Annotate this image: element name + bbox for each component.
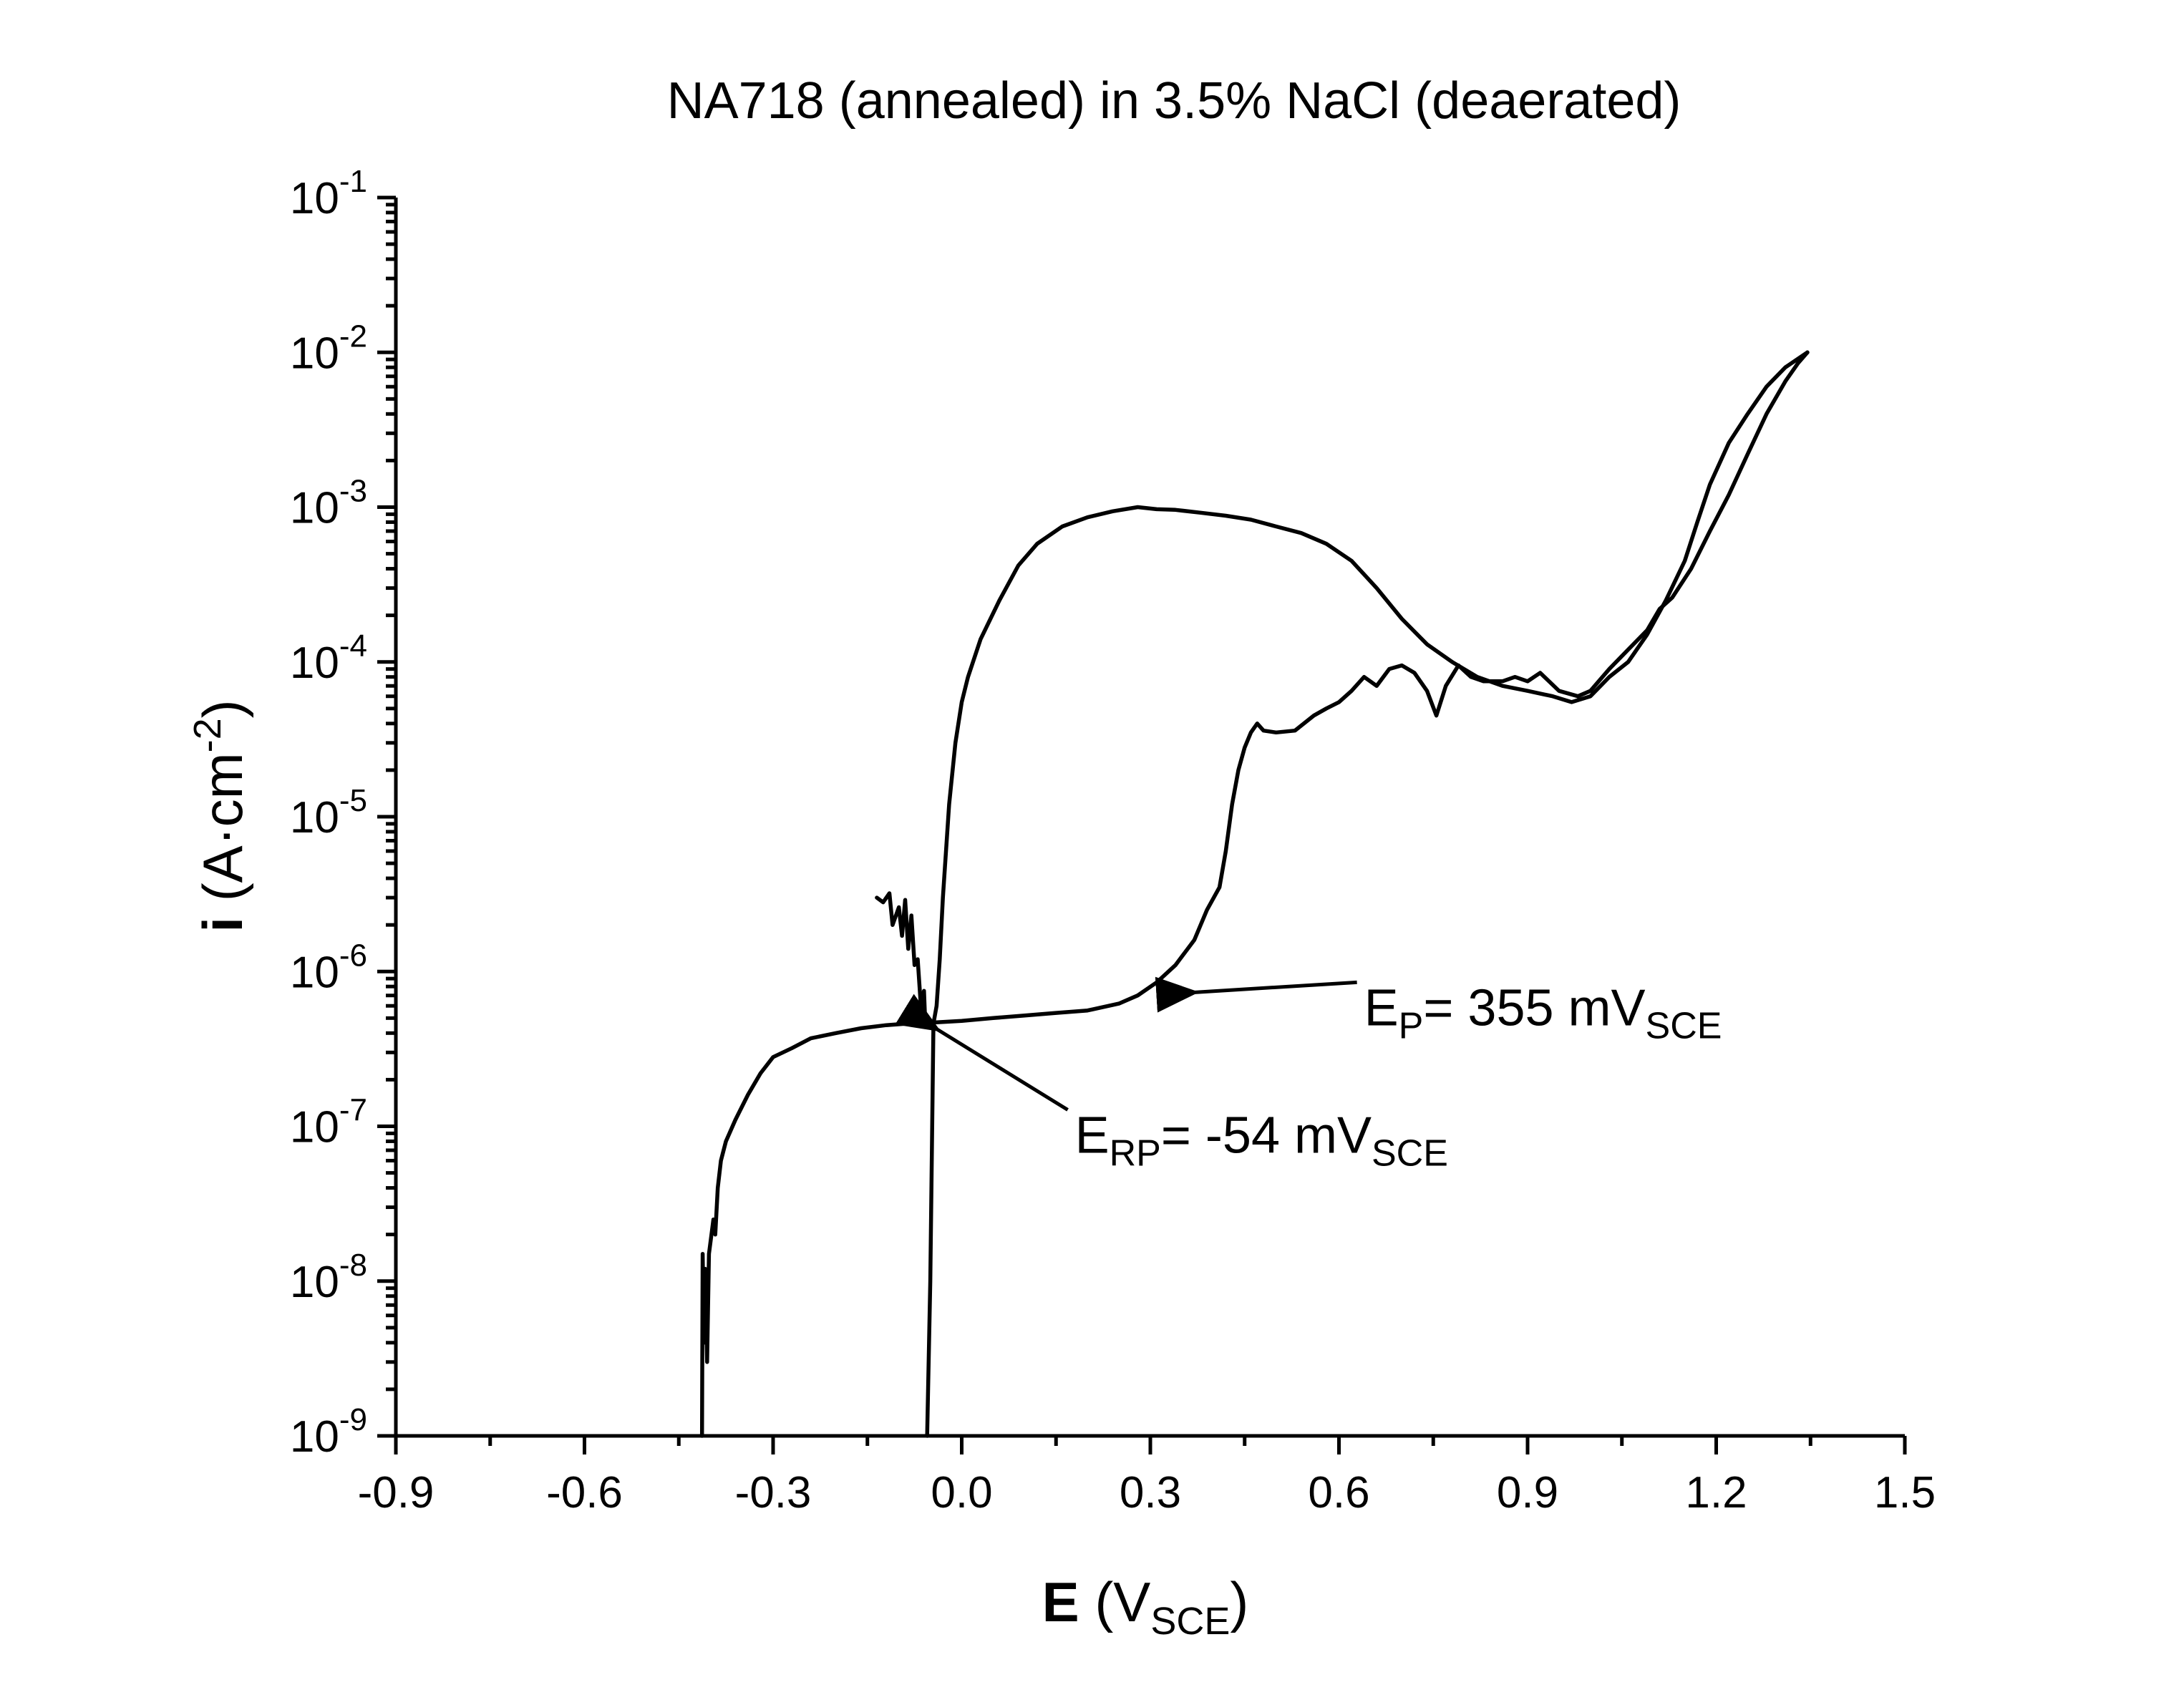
series-line-reverse — [925, 350, 1810, 1438]
x-axis-label-pre: (V — [1079, 1570, 1151, 1633]
y-tick-base: 10 — [290, 1258, 339, 1307]
y-tick-base: 10 — [290, 1412, 339, 1462]
y-axis-label-pre: (A·cm — [191, 752, 254, 917]
y-tick-label: 10-9 — [290, 1402, 367, 1462]
y-tick-exp: -1 — [339, 164, 367, 199]
y-tick-base: 10 — [290, 484, 339, 533]
x-tick-label: 0.9 — [1497, 1468, 1558, 1517]
y-tick-exp: -5 — [339, 783, 367, 818]
x-tick-label: 1.5 — [1874, 1468, 1936, 1517]
series-layer — [699, 350, 1810, 1438]
annotation-label: EP= 355 mVSCE — [1364, 979, 1722, 1046]
y-tick-label: 10-5 — [290, 783, 367, 842]
y-axis-label-bold: i — [191, 917, 254, 933]
x-axis-label: E (VSCE) — [1042, 1570, 1249, 1643]
y-tick-exp: -8 — [339, 1248, 367, 1283]
x-tick-labels: -0.9 -0.6 -0.3 0.0 0.3 0.6 0.9 1.2 1.5 — [358, 1468, 1936, 1517]
x-axis-label-sub: SCE — [1150, 1600, 1230, 1643]
y-tick-exp: -7 — [339, 1093, 367, 1128]
x-tick-label: 1.2 — [1685, 1468, 1747, 1517]
chart-title: NA718 (annealed) in 3.5% NaCl (deaerated… — [667, 72, 1681, 130]
axes — [394, 198, 1905, 1438]
annotation-part: SCE — [1372, 1133, 1448, 1175]
y-tick-label: 10-2 — [290, 319, 367, 378]
series-line-initial — [875, 891, 928, 1026]
x-tick-label: -0.9 — [358, 1468, 435, 1517]
y-tick-label: 10-3 — [290, 474, 367, 533]
y-tick-label: 10-8 — [290, 1248, 367, 1307]
y-tick-exp: -6 — [339, 938, 367, 973]
y-tick-base: 10 — [290, 1103, 339, 1152]
annotation-part: = 355 mV — [1423, 979, 1645, 1036]
x-ticks — [394, 1436, 1907, 1454]
y-tick-labels: 10-110-210-310-410-510-610-710-810-9 — [290, 164, 367, 1462]
y-axis-label-post: ) — [191, 699, 254, 718]
x-tick-label: -0.6 — [546, 1468, 623, 1517]
y-tick-base: 10 — [290, 329, 339, 378]
y-tick-exp: -9 — [339, 1402, 367, 1437]
x-tick-label: -0.3 — [735, 1468, 812, 1517]
annotation-part: SCE — [1646, 1005, 1722, 1046]
annotation-arrow — [895, 994, 1069, 1112]
annotation-part: P — [1399, 1005, 1424, 1046]
annotation-part: = -54 mV — [1161, 1107, 1372, 1165]
y-tick-label: 10-4 — [290, 628, 367, 688]
y-tick-base: 10 — [290, 638, 339, 688]
series-line-forward — [699, 350, 1810, 1438]
y-tick-exp: -3 — [339, 474, 367, 509]
y-tick-exp: -2 — [339, 319, 367, 354]
annotation-label: ERP= -54 mVSCE — [1075, 1107, 1448, 1175]
x-tick-label: 0.6 — [1308, 1468, 1369, 1517]
x-axis-label-bold: E — [1042, 1570, 1079, 1633]
y-tick-exp: -4 — [339, 628, 367, 664]
y-axis-label-sup: -2 — [186, 718, 229, 752]
y-ticks — [377, 195, 396, 1438]
x-axis-label-post: ) — [1230, 1570, 1248, 1633]
annotation-arrow — [1155, 976, 1357, 1013]
y-tick-base: 10 — [290, 793, 339, 842]
y-tick-label: 10-6 — [290, 938, 367, 997]
annotation-part: RP — [1110, 1133, 1161, 1175]
y-tick-label: 10-7 — [290, 1093, 367, 1152]
x-tick-label: 0.3 — [1120, 1468, 1181, 1517]
annotation-part: E — [1364, 979, 1399, 1036]
x-tick-label: 0.0 — [931, 1468, 992, 1517]
y-tick-label: 10-1 — [290, 164, 367, 223]
y-axis-label: i (A·cm-2) — [186, 699, 254, 932]
y-tick-base: 10 — [290, 174, 339, 223]
y-tick-base: 10 — [290, 948, 339, 997]
annotation-part: E — [1075, 1107, 1110, 1165]
